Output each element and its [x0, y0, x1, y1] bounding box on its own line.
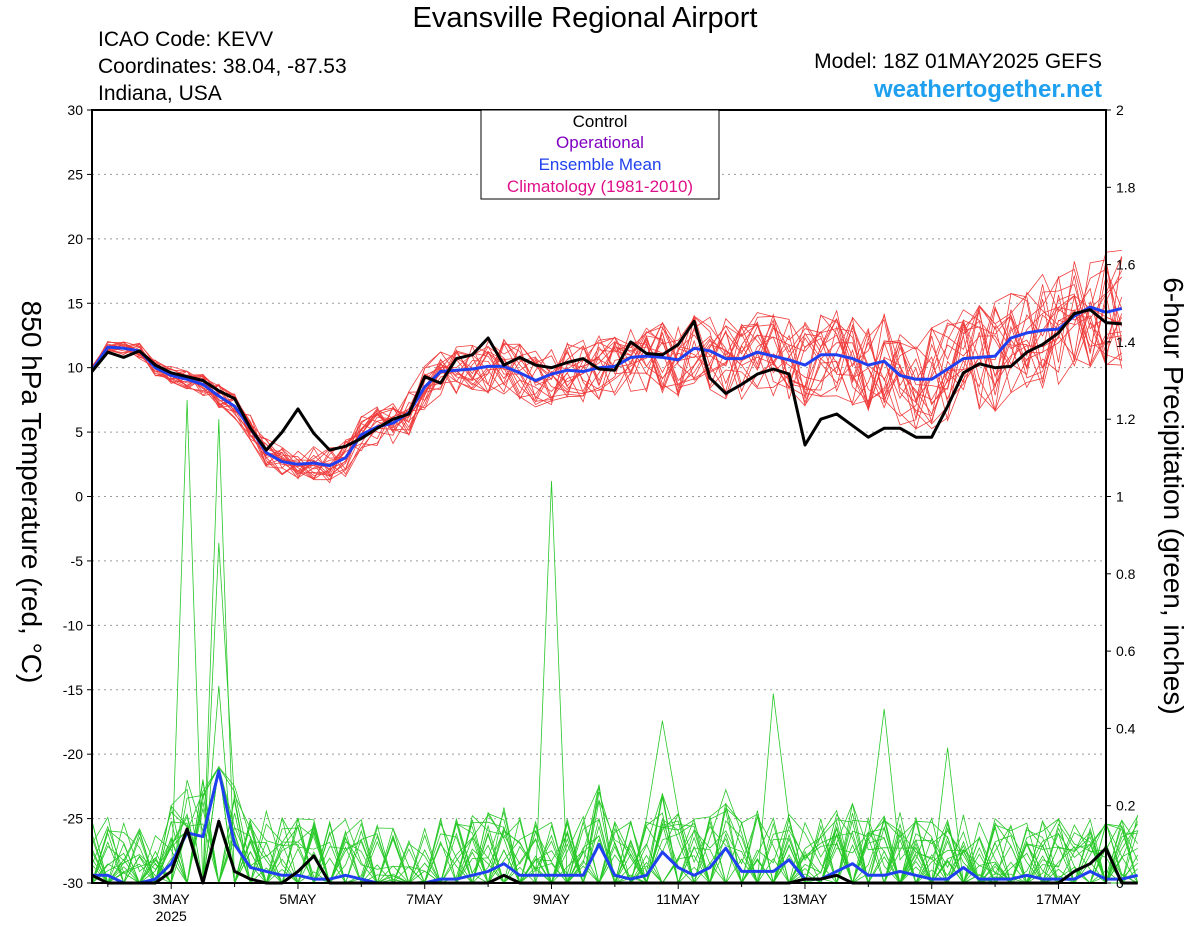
left-tick-label: 30 — [67, 102, 83, 118]
right-tick-label: 0 — [1116, 875, 1124, 891]
right-tick-label: 0.8 — [1116, 566, 1136, 582]
temp-member-line — [91, 270, 1123, 478]
x-tick-year: 2025 — [156, 908, 187, 924]
x-tick-label: 5MAY — [279, 891, 317, 907]
legend-operational: Operational — [556, 133, 644, 152]
temp-member-line — [91, 268, 1123, 480]
y-axis-label: 850 hPa Temperature (red, °C) — [16, 301, 47, 684]
x-tick-label: 11MAY — [656, 891, 700, 907]
right-tick-label: 1.4 — [1116, 334, 1136, 350]
left-tick-label: 5 — [75, 424, 83, 440]
left-tick-label: 25 — [67, 166, 83, 182]
right-axis-ticks: 2 1.8 1.6 1.4 1.2 1 0.8 0.6 0.4 0.2 0 — [1106, 102, 1136, 891]
x-tick-label: 7MAY — [406, 891, 444, 907]
chart-title: Evansville Regional Airport — [412, 2, 758, 34]
left-tick-label: -30 — [63, 875, 83, 891]
right-tick-label: 0.4 — [1116, 720, 1136, 736]
precip-member-line — [92, 399, 1139, 885]
x-tick-label: 13MAY — [783, 891, 829, 907]
grid-lines — [92, 173, 1106, 820]
precip-member-lines — [91, 399, 1139, 885]
temp-member-line — [91, 292, 1123, 480]
left-tick-label: 10 — [67, 360, 83, 376]
temp-member-line — [91, 260, 1123, 474]
right-tick-label: 1.6 — [1116, 257, 1136, 273]
icao-code: ICAO Code: KEVV — [98, 28, 274, 51]
legend-box: Control Operational Ensemble Mean Climat… — [480, 109, 720, 200]
left-tick-label: 0 — [75, 489, 83, 505]
site-link[interactable]: weathertogether.net — [873, 76, 1102, 103]
right-tick-label: 1.8 — [1116, 179, 1136, 195]
left-tick-label: -10 — [63, 617, 83, 633]
model-run: Model: 18Z 01MAY2025 GEFS — [814, 50, 1102, 73]
precip-member-line — [91, 788, 1138, 885]
x-tick-label: 3MAY — [153, 891, 191, 907]
x-tick-label: 17MAY — [1036, 891, 1082, 907]
right-tick-label: 0.2 — [1116, 798, 1136, 814]
left-tick-label: -5 — [71, 553, 84, 569]
legend-ensemble-mean: Ensemble Mean — [539, 155, 662, 174]
temp-control-line — [90, 308, 1122, 452]
temp-member-line — [91, 296, 1122, 476]
legend-climatology: Climatology (1981-2010) — [507, 177, 693, 196]
plot-frame — [91, 109, 1107, 884]
left-tick-label: -25 — [63, 811, 83, 827]
left-axis-ticks: 30 25 20 15 10 5 0 -5 -10 -15 -20 -25 -30 — [63, 102, 92, 891]
y2-axis-label: 6-hour Precipitation (green, inches) — [1158, 277, 1189, 714]
right-tick-label: 1 — [1116, 489, 1124, 505]
precip-member-line — [92, 685, 1139, 885]
x-tick-label: 15MAY — [909, 891, 955, 907]
left-tick-label: 20 — [67, 231, 83, 247]
left-tick-label: 15 — [67, 295, 83, 311]
right-tick-label: 0.6 — [1116, 643, 1136, 659]
temp-member-line — [91, 296, 1123, 472]
left-tick-label: -15 — [63, 682, 83, 698]
left-tick-label: -20 — [63, 746, 83, 762]
temp-member-line — [91, 283, 1122, 480]
right-tick-label: 1.2 — [1116, 411, 1136, 427]
right-tick-label: 2 — [1116, 102, 1124, 118]
coordinates: Coordinates: 38.04, -87.53 — [98, 55, 347, 78]
temp-member-line — [91, 259, 1123, 477]
legend-control: Control — [573, 112, 628, 131]
x-tick-label: 9MAY — [533, 891, 571, 907]
precip-ensemble-mean-line — [92, 769, 1139, 885]
region: Indiana, USA — [98, 82, 222, 105]
temp-member-line — [91, 299, 1122, 475]
precip-member-line — [92, 419, 1138, 885]
